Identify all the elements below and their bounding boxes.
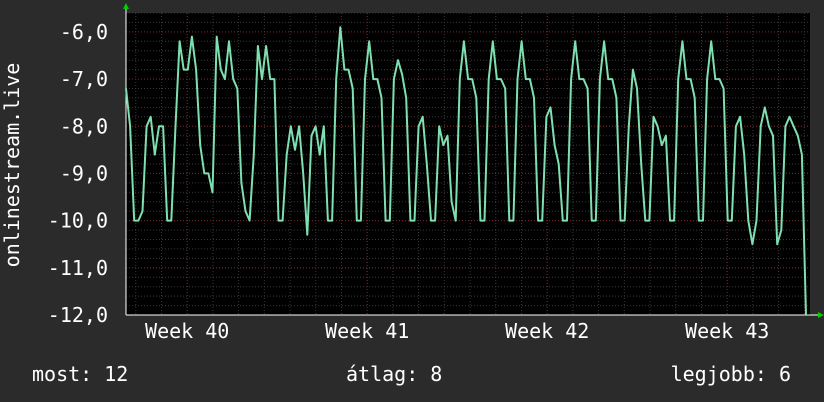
y-tick-label: -11,0 (48, 256, 108, 280)
series-line (125, 26, 807, 316)
y-tick-label: -10,0 (48, 209, 108, 233)
x-tick-label: Week 41 (325, 319, 409, 343)
y-tick-label: -6,0 (60, 20, 108, 44)
x-tick-label: Week 40 (145, 319, 229, 343)
y-axis-arrow (123, 3, 129, 9)
current-value: most: 12 (32, 362, 129, 386)
y-tick-label: -7,0 (60, 67, 108, 91)
x-axis-arrow (818, 312, 824, 318)
y-axis-label: onlinestream.live (0, 62, 24, 268)
chart: -6,0-7,0-8,0-9,0-10,0-11,0-12,0 Week 40 W… (48, 3, 824, 343)
average-value: átlag: 8 (346, 362, 443, 386)
best-value: legjobb: 6 (670, 362, 791, 386)
axes (123, 3, 824, 318)
x-tick-label: Week 42 (505, 319, 589, 343)
y-tick-label: -12,0 (48, 303, 108, 327)
y-tick-label: -8,0 (60, 114, 108, 138)
x-tick-labels: Week 40 Week 41 Week 42 Week 43 (145, 319, 769, 343)
x-tick-label: Week 43 (685, 319, 769, 343)
y-axis-label-wrap: onlinestream.live (0, 0, 24, 330)
y-tick-label: -9,0 (60, 161, 108, 185)
y-tick-labels: -6,0 -7,0 -8,0 -9,0 -10,0 -11,0 -12,0 (48, 20, 108, 327)
